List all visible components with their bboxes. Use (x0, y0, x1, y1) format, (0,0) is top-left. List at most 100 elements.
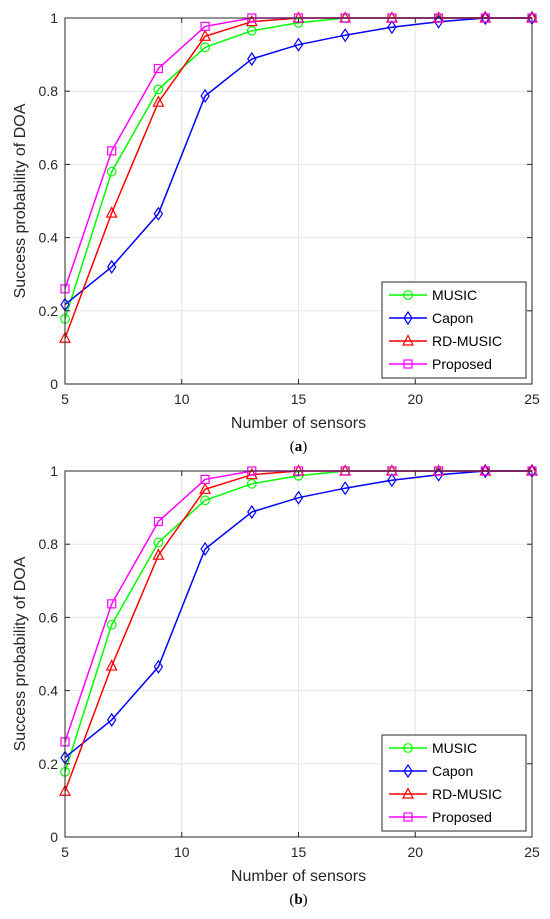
caption-paren: ) (303, 892, 308, 908)
data-point-capon (200, 541, 210, 557)
y-tick-label: 1 (50, 463, 58, 479)
y-tick-label: 0.8 (39, 536, 59, 552)
legend-marker-capon (403, 310, 413, 326)
legend-marker-proposed (403, 812, 413, 822)
data-point-capon (340, 28, 350, 43)
legend-marker-proposed (403, 359, 413, 369)
data-point-proposed (107, 599, 117, 609)
data-point-rd-music (152, 95, 165, 107)
data-point-rd-music (245, 467, 258, 480)
data-point-rd-music (245, 14, 258, 27)
data-point-music (246, 478, 257, 489)
data-point-capon (247, 51, 257, 67)
data-point-rd-music (105, 206, 118, 218)
legend-marker-capon (403, 763, 413, 779)
y-tick-label: 0.2 (39, 303, 59, 319)
y-tick-label: 0.6 (39, 156, 59, 172)
legend-label-capon: Capon (432, 763, 473, 779)
data-point-rd-music (199, 29, 212, 41)
series-line-capon (64, 470, 532, 759)
legend: MUSIC Capon RD-MUSIC Proposed (381, 734, 527, 832)
legend: MUSIC Capon RD-MUSIC Proposed (381, 281, 527, 379)
data-point-proposed (107, 146, 117, 156)
legend-label-proposed: Proposed (432, 809, 492, 825)
data-point-music (200, 42, 211, 53)
legend-label-rd-music: RD-MUSIC (432, 333, 502, 349)
data-point-music (200, 495, 211, 506)
data-point-music (153, 537, 164, 548)
data-point-capon (153, 659, 164, 674)
y-tick-label: 0 (50, 376, 58, 392)
data-point-capon (153, 206, 164, 221)
legend-marker-rd-music (402, 787, 414, 799)
data-point-capon (387, 20, 397, 35)
data-point-rd-music (199, 482, 212, 494)
data-point-capon (247, 504, 257, 520)
data-point-capon (433, 14, 444, 29)
data-point-capon (387, 473, 397, 488)
legend-box (381, 734, 527, 832)
y-tick-label: 0.2 (39, 756, 59, 772)
data-point-music (106, 166, 117, 177)
y-axis-label: Success probability of DOA (12, 103, 29, 298)
x-tick-label: 5 (61, 391, 69, 407)
legend-label-music: MUSIC (432, 740, 477, 756)
x-axis-label: Number of sensors (231, 868, 366, 885)
legend-label-proposed: Proposed (432, 356, 492, 372)
legend-marker-rd-music (402, 334, 414, 346)
y-tick-label: 1 (50, 10, 58, 26)
caption: (b) (289, 892, 307, 908)
series-line-capon (64, 17, 532, 306)
data-point-rd-music (152, 548, 165, 560)
y-tick-label: 0.6 (39, 609, 59, 625)
data-point-music (106, 619, 117, 630)
y-tick-label: 0.4 (39, 230, 59, 246)
data-point-proposed (200, 474, 210, 485)
x-tick-label: 10 (174, 391, 190, 407)
x-tick-label: 5 (61, 844, 69, 860)
x-tick-label: 15 (291, 844, 307, 860)
x-tick-label: 20 (407, 844, 423, 860)
x-axis-label: Number of sensors (231, 415, 366, 432)
data-point-music (246, 25, 257, 36)
chart-b: 5 10 15 20 25 0 0.2 0.4 0.6 0.8 1 Number of sensors… (12, 463, 540, 908)
data-point-capon (106, 259, 117, 274)
legend-marker-music (403, 743, 413, 753)
legend-label-rd-music: RD-MUSIC (432, 786, 502, 802)
x-tick-label: 25 (524, 391, 540, 407)
y-axis-label: Success probability of DOA (12, 556, 29, 751)
data-point-capon (433, 467, 444, 482)
data-point-proposed (153, 63, 163, 74)
legend-box (381, 281, 527, 379)
legend-label-capon: Capon (432, 310, 473, 326)
chart-a: 5 10 15 20 25 0 0.2 0.4 0.6 0.8 1 Number of sensors… (12, 10, 540, 455)
caption-paren: ( (289, 892, 294, 908)
data-point-proposed (200, 21, 210, 32)
x-tick-label: 10 (174, 844, 190, 860)
data-point-capon (200, 88, 210, 104)
data-point-capon (480, 463, 491, 479)
legend-marker-music (403, 290, 413, 300)
data-point-capon (480, 10, 491, 26)
data-point-capon (293, 37, 304, 52)
x-tick-label: 15 (291, 391, 307, 407)
y-tick-label: 0.8 (39, 83, 59, 99)
data-point-music (153, 84, 164, 95)
x-tick-label: 25 (524, 844, 540, 860)
data-point-capon (340, 481, 350, 496)
y-tick-label: 0.4 (39, 683, 59, 699)
data-point-capon (293, 490, 304, 505)
caption: (a) (290, 439, 308, 455)
x-tick-label: 20 (407, 391, 423, 407)
data-point-rd-music (105, 659, 118, 671)
caption-paren: ( (290, 439, 295, 455)
legend-label-music: MUSIC (432, 287, 477, 303)
caption-paren: ) (302, 439, 307, 455)
y-tick-label: 0 (50, 829, 58, 845)
caption-letter: a (295, 439, 303, 455)
data-point-capon (106, 712, 117, 727)
caption-letter: b (294, 892, 302, 908)
data-point-proposed (153, 516, 163, 527)
